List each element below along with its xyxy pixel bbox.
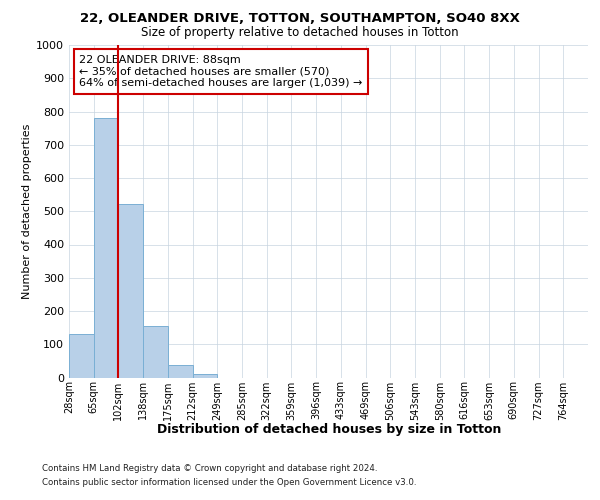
Bar	[143, 326, 168, 378]
Text: Size of property relative to detached houses in Totton: Size of property relative to detached ho…	[141, 26, 459, 39]
Bar	[118, 204, 143, 378]
Text: Contains HM Land Registry data © Crown copyright and database right 2024.: Contains HM Land Registry data © Crown c…	[42, 464, 377, 473]
Bar	[69, 334, 94, 378]
Text: 22 OLEANDER DRIVE: 88sqm
← 35% of detached houses are smaller (570)
64% of semi-: 22 OLEANDER DRIVE: 88sqm ← 35% of detach…	[79, 55, 363, 88]
Text: Distribution of detached houses by size in Totton: Distribution of detached houses by size …	[157, 422, 501, 436]
Bar	[94, 118, 118, 378]
Text: Contains public sector information licensed under the Open Government Licence v3: Contains public sector information licen…	[42, 478, 416, 487]
Text: 22, OLEANDER DRIVE, TOTTON, SOUTHAMPTON, SO40 8XX: 22, OLEANDER DRIVE, TOTTON, SOUTHAMPTON,…	[80, 12, 520, 24]
Bar	[168, 365, 193, 378]
Y-axis label: Number of detached properties: Number of detached properties	[22, 124, 32, 299]
Bar	[193, 374, 217, 378]
